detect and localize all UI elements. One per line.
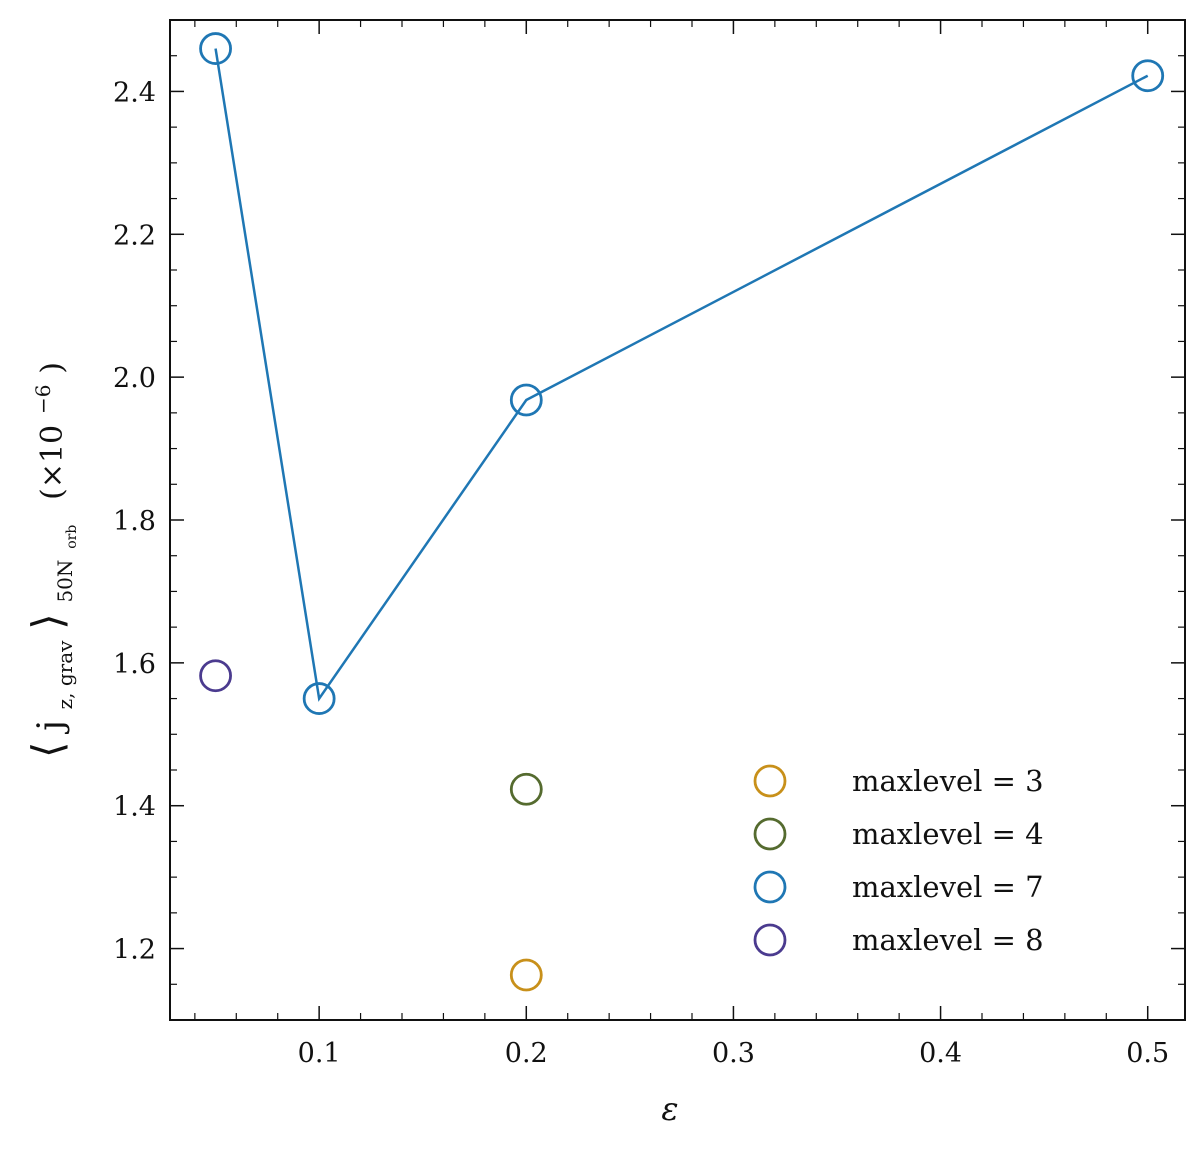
x-tick-label: 0.4	[919, 1038, 962, 1069]
y-axis-label-main: j̇	[31, 720, 71, 735]
y-tick-label: 1.8	[113, 506, 156, 537]
legend-label: maxlevel = 4	[852, 817, 1044, 851]
y-axis-label-outer-sub: 50N	[53, 560, 77, 603]
x-tick-label: 0.5	[1126, 1038, 1169, 1069]
svg-text:⟨ j̇ z, grav: ⟨ j̇ z, grav ⟩ 50N orb (×10 −6 )	[19, 362, 85, 758]
y-tick-label: 1.6	[113, 649, 156, 680]
legend-label: maxlevel = 7	[852, 870, 1044, 904]
y-tick-label: 2.0	[113, 363, 156, 394]
data-point	[199, 32, 232, 65]
x-tick-label: 0.2	[505, 1038, 548, 1069]
data-point	[509, 383, 543, 417]
legend-label: maxlevel = 3	[852, 764, 1044, 798]
y-axis-label-units-close: )	[35, 362, 70, 374]
data-point	[509, 772, 543, 806]
data-point	[1131, 59, 1165, 93]
legend-marker	[753, 817, 787, 851]
y-tick-label: 2.2	[113, 220, 156, 251]
x-axis-label: ε	[661, 1090, 678, 1128]
data-point	[302, 682, 336, 715]
y-tick-label: 1.2	[113, 935, 156, 966]
y-axis-label-sub: z, grav	[53, 640, 77, 710]
y-tick-label: 1.4	[113, 792, 156, 823]
y-axis-label-outer-sub-sub: orb	[64, 525, 80, 549]
x-tick-label: 0.1	[298, 1038, 341, 1069]
y-axis-label-units: (×10	[35, 425, 70, 500]
y-tick-label: 2.4	[113, 77, 156, 108]
legend-marker	[753, 764, 787, 798]
y-axis-label-units-exp: −6	[31, 385, 55, 414]
x-tick-label: 0.3	[712, 1038, 755, 1069]
legend-label: maxlevel = 8	[852, 923, 1044, 957]
data-point	[199, 659, 232, 693]
y-axis-label: ⟨ j̇ z, grav ⟩ 50N orb (×10 −6 )	[19, 362, 85, 758]
legend-marker	[753, 870, 787, 904]
series-line-3	[214, 48, 1149, 702]
data-point	[509, 958, 543, 992]
legend-marker	[753, 923, 787, 957]
